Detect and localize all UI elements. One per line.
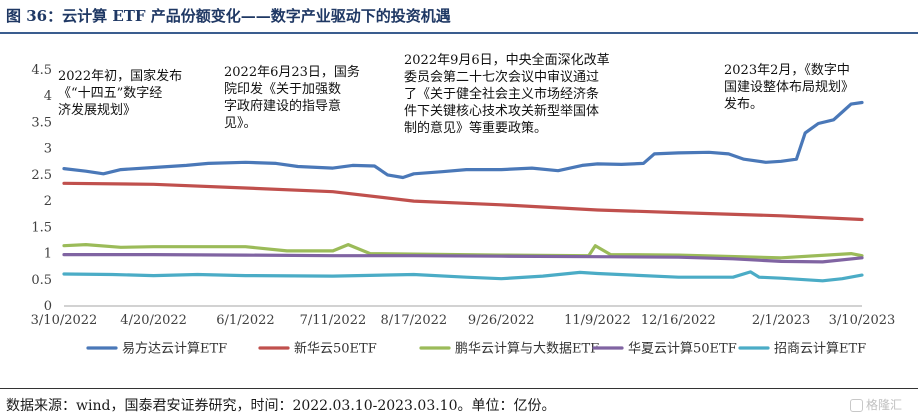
annotation-text: 2022年6月23日，国务 — [224, 64, 360, 80]
watermark-logo-icon — [849, 399, 863, 412]
legend-label: 易方达云计算ETF — [122, 341, 227, 357]
annotation-text: 发布。 — [724, 96, 763, 112]
y-tick-label: 1 — [44, 247, 52, 262]
y-tick-label: 3.5 — [31, 115, 52, 130]
y-tick-label: 1.5 — [31, 220, 52, 235]
y-tick-label: 2.5 — [31, 168, 52, 183]
watermark: 格隆汇 — [849, 396, 902, 413]
annotation-text: 院印发《关于加强数 — [224, 81, 341, 97]
annotation-text: 2022年9月6日，中央全面深化改革 — [404, 52, 610, 68]
annotation-text: 字政府建设的指导意 — [224, 98, 341, 114]
x-tick-label: 7/11/2022 — [300, 313, 367, 328]
annotation-text: 见》。 — [224, 116, 257, 131]
line-chart: 0 0.5 1 1.5 2 2.5 3 3.5 4 4.5 3/10/2022 4/20/2022 6/… — [31, 52, 896, 357]
annotation-text: 委员会第二十七次会议中审议通过 — [404, 69, 599, 85]
y-tick-label: 2 — [44, 194, 52, 209]
x-tick-label: 8/17/2022 — [380, 313, 447, 328]
series-line — [62, 100, 864, 180]
x-tick-label: 11/9/2022 — [564, 313, 631, 328]
x-tick-label: 12/16/2022 — [641, 313, 716, 328]
x-tick-label: 9/26/2022 — [468, 313, 535, 328]
x-tick-label: 6/1/2022 — [216, 313, 274, 328]
x-tick-label: 3/10/2023 — [829, 313, 896, 328]
annotation-text: 2023年2月，《数字中 — [724, 63, 850, 78]
watermark-text: 格隆汇 — [865, 398, 902, 412]
source-footer: 数据来源：wind，国泰君安证券研究，时间：2022.03.10-2023.03… — [0, 388, 918, 416]
series-line — [62, 253, 864, 264]
annotation-text: 济发展规划》 — [58, 102, 136, 118]
y-tick-label: 4 — [44, 89, 52, 104]
legend-label: 华夏云计算50ETF — [628, 342, 737, 357]
series-line — [62, 243, 864, 260]
annotation-text: 了《关于健全社会主义市场经济条 — [404, 86, 599, 102]
annotation-text: 《“十四五”数字经 — [58, 86, 162, 101]
figure-title: 图 36：云计算 ETF 产品份额变化——数字产业驱动下的投资机遇 — [6, 7, 451, 25]
legend-label: 新华云50ETF — [294, 341, 377, 357]
series-line — [62, 270, 864, 283]
legend-label: 招商云计算ETF — [774, 342, 866, 357]
x-tick-label: 3/10/2022 — [31, 313, 98, 328]
source-note: 数据来源：wind，国泰君安证券研究，时间：2022.03.10-2023.03… — [6, 398, 556, 414]
y-tick-label: 3 — [44, 142, 52, 157]
y-tick-label: 0 — [44, 299, 52, 314]
y-tick-label: 0.5 — [31, 273, 52, 288]
annotation-text: 2022年初，国家发布 — [58, 68, 182, 84]
annotation-text: 国建设整体布局规划》 — [724, 80, 854, 95]
x-tick-label: 4/20/2022 — [120, 313, 187, 328]
legend-label: 鹏华云计算与大数据ETF — [455, 342, 599, 357]
series-line — [62, 181, 864, 222]
x-tick-label: 2/1/2023 — [752, 313, 810, 328]
y-tick-label: 4.5 — [31, 63, 52, 78]
figure-title-bar: 图 36：云计算 ETF 产品份额变化——数字产业驱动下的投资机遇 — [0, 0, 918, 34]
annotation-text: 制的意见》等重要政策。 — [404, 120, 547, 136]
annotation-text: 件下关键核心技术攻关新型举国体 — [404, 103, 599, 119]
